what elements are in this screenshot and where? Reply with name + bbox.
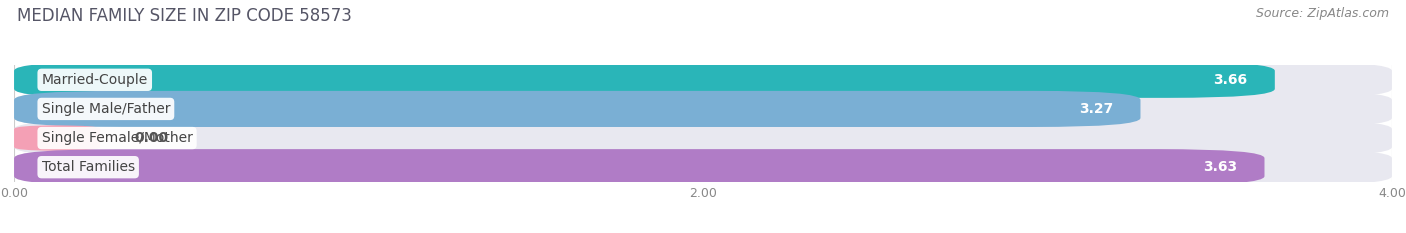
FancyBboxPatch shape — [14, 62, 1392, 98]
Text: Married-Couple: Married-Couple — [42, 73, 148, 87]
Text: Single Male/Father: Single Male/Father — [42, 102, 170, 116]
Text: 3.66: 3.66 — [1213, 73, 1247, 87]
Text: Total Families: Total Families — [42, 160, 135, 174]
Text: 0.00: 0.00 — [135, 131, 169, 145]
FancyBboxPatch shape — [14, 125, 100, 151]
Text: Single Female/Mother: Single Female/Mother — [42, 131, 193, 145]
FancyBboxPatch shape — [14, 91, 1392, 127]
Text: 3.27: 3.27 — [1078, 102, 1114, 116]
FancyBboxPatch shape — [14, 120, 1392, 156]
Text: Source: ZipAtlas.com: Source: ZipAtlas.com — [1256, 7, 1389, 20]
FancyBboxPatch shape — [14, 91, 1140, 127]
FancyBboxPatch shape — [14, 62, 1275, 98]
FancyBboxPatch shape — [14, 149, 1392, 185]
Text: 3.63: 3.63 — [1202, 160, 1237, 174]
Text: MEDIAN FAMILY SIZE IN ZIP CODE 58573: MEDIAN FAMILY SIZE IN ZIP CODE 58573 — [17, 7, 352, 25]
FancyBboxPatch shape — [14, 149, 1264, 185]
